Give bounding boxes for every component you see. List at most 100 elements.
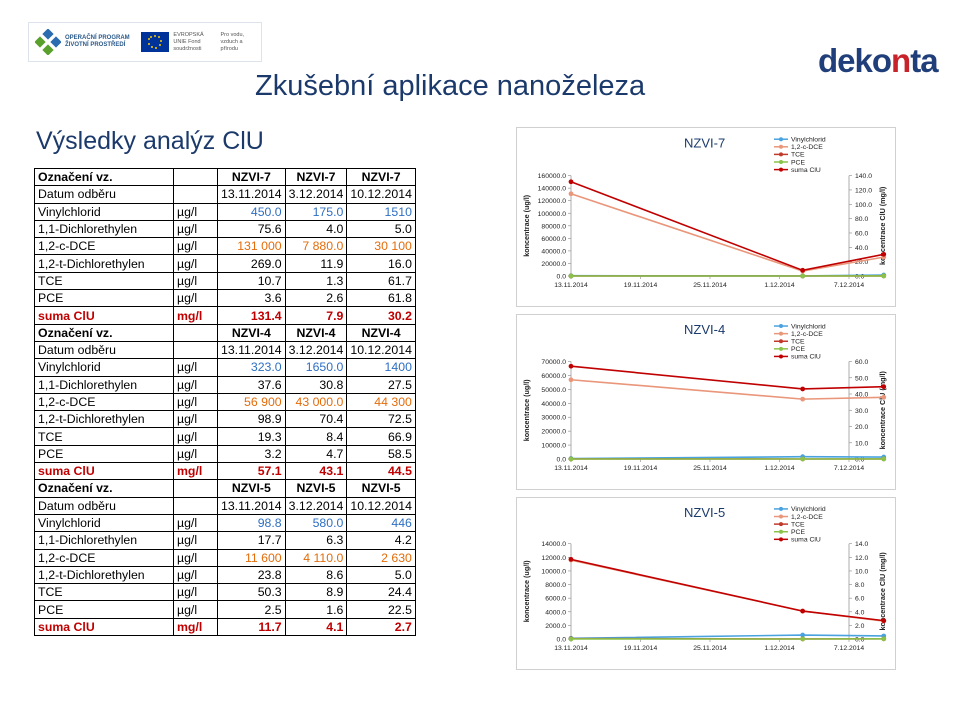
y-tick-label: 30000.0 <box>541 415 566 422</box>
y-tick-label: 20000.0 <box>541 429 566 436</box>
cell-value: 5.0 <box>346 565 416 585</box>
table-row: PCE µg/l 3.6 2.6 61.8 <box>34 289 416 308</box>
cell-value: 43 000.0 <box>284 392 348 412</box>
cell-compound: TCE <box>34 271 174 291</box>
cell-unit: µg/l <box>173 202 218 221</box>
cell-compound: 1,1-Dichlorethylen <box>34 375 174 394</box>
cell-value: 7.9 <box>284 306 348 325</box>
cell-compound: 1,2-t-Dichlorethylen <box>34 565 174 585</box>
data-point <box>800 636 806 642</box>
y-tick-label: 50000.0 <box>541 387 566 394</box>
cell-value: 4.1 <box>284 617 348 637</box>
cell-compound: 1,1-Dichlorethylen <box>34 219 174 239</box>
op-emblem-icon <box>34 28 62 56</box>
cell-value: 30.2 <box>346 306 416 325</box>
y-tick-label: 0.0 <box>557 637 567 644</box>
cell-unit <box>173 496 218 515</box>
cell-value: 3.6 <box>217 289 286 308</box>
y-tick-label: 20000.0 <box>541 261 566 268</box>
data-point <box>800 632 806 638</box>
cell-value: 30 100 <box>346 237 416 256</box>
cell-compound: PCE <box>34 289 174 308</box>
y2-tick-label: 40.0 <box>855 245 868 252</box>
cell-well: NZVI-7 <box>346 167 416 187</box>
cell-value: 8.4 <box>284 427 348 446</box>
cell-well: NZVI-7 <box>217 167 286 187</box>
cell-value: 2.5 <box>217 600 286 619</box>
cell-label: Označení vz. <box>34 323 174 342</box>
x-tick-label: 13.11.2014 <box>554 645 588 652</box>
cell-value: 323.0 <box>217 358 286 377</box>
cell-value: 131 000 <box>217 237 286 256</box>
cell-compound: PCE <box>34 600 174 619</box>
y2-tick-label: 40.0 <box>855 392 868 399</box>
table-row-well-header: Označení vz. NZVI-4 NZVI-4 NZVI-4 <box>34 323 416 342</box>
cell-unit <box>173 479 218 498</box>
cell-value: 1.3 <box>284 271 348 291</box>
cell-unit: µg/l <box>173 427 218 446</box>
cell-unit: µg/l <box>173 410 218 429</box>
x-tick-label: 19.11.2014 <box>624 465 658 472</box>
eu-flag-icon <box>141 32 170 52</box>
cell-date: 3.12.2014 <box>284 185 348 204</box>
chart-frame <box>516 127 896 307</box>
cell-well: NZVI-5 <box>284 479 348 498</box>
cell-label: Označení vz. <box>34 479 174 498</box>
legend-marker <box>779 137 783 142</box>
cell-compound: 1,2-t-Dichlorethylen <box>34 410 174 429</box>
table-row: Vinylchlorid µg/l 450.0 175.0 1510 <box>34 202 416 221</box>
cell-compound: Vinylchlorid <box>34 513 174 533</box>
y-tick-label: 60000.0 <box>541 236 566 243</box>
table-row-well-header: Označení vz. NZVI-7 NZVI-7 NZVI-7 <box>34 167 416 187</box>
table-row: PCE µg/l 2.5 1.6 22.5 <box>34 600 416 619</box>
cell-value: 19.3 <box>217 427 286 446</box>
cell-value: 58.5 <box>346 444 416 464</box>
y2-tick-label: 0.0 <box>855 457 865 464</box>
cell-value: 37.6 <box>217 375 286 394</box>
table-row-date: Datum odběru 13.11.2014 3.12.2014 10.12.201… <box>34 185 416 204</box>
cell-value: 22.5 <box>346 600 416 619</box>
data-point <box>881 251 887 257</box>
cell-value: 269.0 <box>217 254 286 273</box>
legend-label: 1,2-c-DCE <box>791 331 823 338</box>
legend-marker <box>779 514 783 519</box>
data-point <box>881 456 887 462</box>
x-tick-label: 25.11.2014 <box>693 465 727 472</box>
cell-value: 27.5 <box>346 375 416 394</box>
table-row: TCE µg/l 10.7 1.3 61.7 <box>34 271 416 291</box>
cell-compound: 1,1-Dichlorethylen <box>34 531 174 550</box>
y2-tick-label: 0.0 <box>855 274 865 281</box>
cell-unit <box>173 323 218 342</box>
y2-tick-label: 20.0 <box>855 424 868 431</box>
y2-tick-label: 6.0 <box>855 596 865 603</box>
x-tick-label: 7.12.2014 <box>834 465 864 472</box>
data-point <box>568 363 574 369</box>
y-tick-label: 4000.0 <box>545 609 566 616</box>
y-tick-label: 14000.0 <box>541 541 566 548</box>
cell-unit: µg/l <box>173 583 218 602</box>
y-tick-label: 80000.0 <box>541 223 566 230</box>
data-point <box>881 384 887 390</box>
cell-well: NZVI-7 <box>284 167 348 187</box>
cell-value: 10.7 <box>217 271 286 291</box>
cell-unit: µg/l <box>173 444 218 464</box>
y-tick-label: 0.0 <box>557 457 567 464</box>
eu-op-logo: OPERAČNÍ PROGRAM ŽIVOTNÍ PROSTŘEDÍ EVROP… <box>28 22 262 62</box>
y2-tick-label: 140.0 <box>855 173 872 180</box>
y-tick-label: 0.0 <box>557 274 567 281</box>
cell-value: 8.6 <box>284 565 348 585</box>
cell-value: 50.3 <box>217 583 286 602</box>
page-title: Zkušební aplikace nanoželeza <box>255 70 646 102</box>
y-tick-label: 40000.0 <box>541 401 566 408</box>
y-axis-label: koncentrace (ug/l) <box>522 379 531 442</box>
cell-unit: mg/l <box>173 306 218 325</box>
table-row: Vinylchlorid µg/l 323.0 1650.0 1400 <box>34 358 416 377</box>
cell-value: 61.8 <box>346 289 416 308</box>
x-tick-label: 1.12.2014 <box>764 645 794 652</box>
cell-unit: mg/l <box>173 617 218 637</box>
cell-value: 24.4 <box>346 583 416 602</box>
legend-label: Vinylchlorid <box>791 323 826 330</box>
cell-value: 98.8 <box>217 513 286 533</box>
y2-tick-label: 10.0 <box>855 568 868 575</box>
y-tick-label: 6000.0 <box>545 596 566 603</box>
